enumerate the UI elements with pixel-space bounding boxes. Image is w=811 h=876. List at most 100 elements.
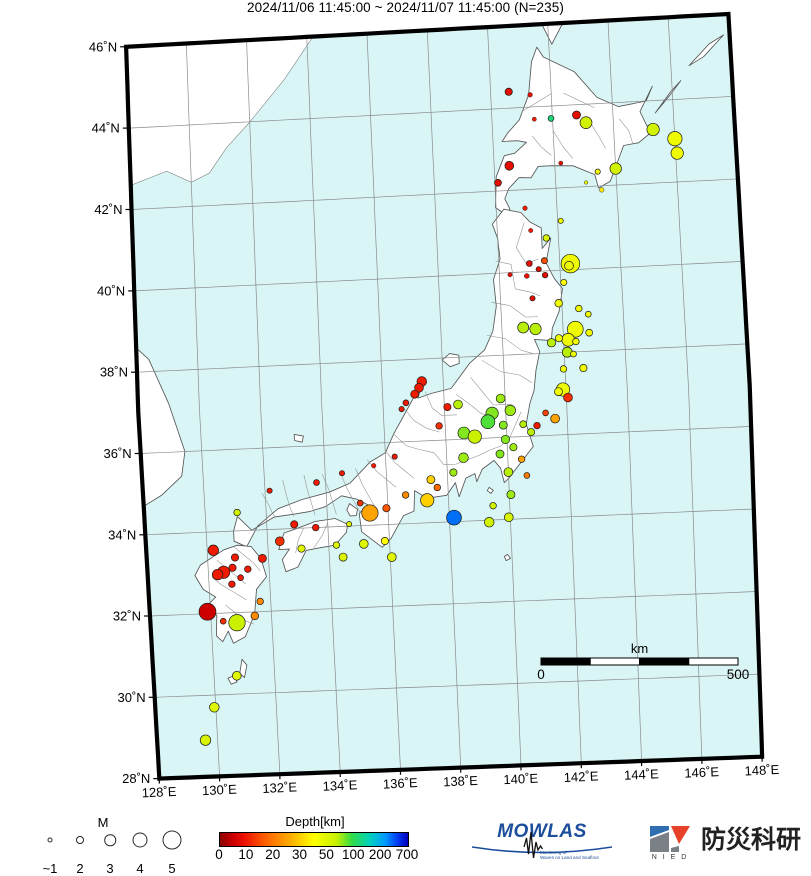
- earthquake-marker[interactable]: [522, 205, 528, 211]
- earthquake-marker[interactable]: [398, 406, 405, 413]
- earthquake-marker[interactable]: [401, 491, 410, 499]
- earthquake-marker[interactable]: [572, 337, 580, 346]
- earthquake-marker[interactable]: [579, 364, 588, 373]
- earthquake-marker[interactable]: [527, 92, 533, 98]
- earthquake-marker[interactable]: [560, 278, 568, 286]
- earthquake-marker[interactable]: [575, 304, 583, 313]
- earthquake-markers[interactable]: [198, 87, 684, 746]
- earthquake-marker[interactable]: [504, 161, 515, 171]
- earthquake-marker[interactable]: [541, 271, 549, 279]
- earthquake-marker[interactable]: [391, 453, 398, 460]
- earthquake-marker[interactable]: [504, 512, 514, 523]
- earthquake-marker[interactable]: [312, 523, 320, 532]
- earthquake-marker[interactable]: [506, 490, 516, 499]
- earthquake-marker[interactable]: [523, 472, 531, 479]
- earthquake-marker[interactable]: [572, 110, 581, 120]
- earthquake-marker[interactable]: [449, 468, 458, 477]
- earthquake-marker[interactable]: [420, 493, 435, 508]
- earthquake-marker[interactable]: [563, 392, 573, 403]
- earthquake-marker[interactable]: [453, 399, 463, 410]
- earthquake-marker[interactable]: [275, 536, 285, 547]
- earthquake-marker[interactable]: [207, 544, 219, 556]
- earthquake-marker[interactable]: [585, 328, 594, 337]
- earthquake-marker[interactable]: [380, 536, 389, 545]
- earthquake-marker[interactable]: [609, 162, 622, 175]
- earthquake-marker[interactable]: [564, 260, 574, 271]
- earthquake-marker[interactable]: [529, 322, 542, 336]
- earthquake-marker[interactable]: [570, 350, 577, 358]
- earthquake-marker[interactable]: [507, 272, 513, 278]
- earthquake-marker[interactable]: [558, 160, 564, 166]
- earthquake-marker[interactable]: [535, 266, 542, 273]
- earthquake-marker[interactable]: [410, 389, 420, 399]
- earthquake-marker[interactable]: [338, 552, 348, 562]
- earthquake-marker[interactable]: [371, 463, 377, 469]
- earthquake-marker[interactable]: [313, 479, 320, 486]
- earthquake-marker[interactable]: [495, 449, 505, 459]
- earthquake-marker[interactable]: [526, 260, 533, 267]
- earthquake-marker[interactable]: [527, 428, 536, 437]
- earthquake-marker[interactable]: [540, 257, 548, 265]
- earthquake-marker[interactable]: [467, 429, 482, 444]
- earthquake-marker[interactable]: [557, 217, 564, 224]
- earthquake-marker[interactable]: [266, 487, 273, 494]
- earthquake-marker[interactable]: [228, 580, 236, 588]
- earthquake-marker[interactable]: [209, 702, 220, 713]
- earthquake-marker[interactable]: [494, 178, 502, 187]
- earthquake-marker[interactable]: [594, 168, 601, 175]
- earthquake-marker[interactable]: [546, 338, 557, 348]
- earthquake-marker[interactable]: [332, 541, 341, 549]
- earthquake-marker[interactable]: [559, 365, 568, 373]
- earthquake-marker[interactable]: [584, 180, 589, 185]
- earthquake-marker[interactable]: [258, 554, 267, 563]
- earthquake-marker[interactable]: [382, 504, 391, 513]
- earthquake-marker[interactable]: [250, 611, 259, 621]
- earthquake-marker[interactable]: [585, 310, 592, 318]
- earthquake-marker[interactable]: [495, 393, 506, 404]
- earthquake-marker[interactable]: [498, 420, 508, 430]
- earthquake-marker[interactable]: [232, 671, 242, 681]
- earthquake-marker[interactable]: [426, 475, 436, 484]
- earthquake-marker[interactable]: [500, 434, 511, 444]
- earthquake-marker[interactable]: [290, 520, 299, 529]
- earthquake-marker[interactable]: [359, 539, 369, 549]
- earthquake-marker[interactable]: [198, 602, 217, 621]
- earthquake-marker[interactable]: [402, 399, 410, 407]
- earthquake-marker[interactable]: [231, 553, 240, 562]
- earthquake-marker[interactable]: [504, 87, 513, 96]
- earthquake-marker[interactable]: [542, 409, 549, 417]
- earthquake-marker[interactable]: [542, 234, 550, 242]
- earthquake-marker[interactable]: [566, 320, 584, 338]
- earthquake-marker[interactable]: [228, 563, 237, 572]
- earthquake-marker[interactable]: [356, 499, 364, 507]
- earthquake-marker[interactable]: [480, 414, 496, 429]
- earthquake-marker[interactable]: [550, 413, 560, 424]
- earthquake-marker[interactable]: [339, 470, 345, 477]
- earthquake-marker[interactable]: [533, 421, 541, 430]
- earthquake-marker[interactable]: [237, 574, 244, 581]
- earthquake-marker[interactable]: [503, 467, 514, 477]
- earthquake-marker[interactable]: [579, 116, 593, 130]
- earthquake-marker[interactable]: [554, 334, 563, 343]
- earthquake-marker[interactable]: [256, 597, 264, 606]
- earthquake-marker[interactable]: [489, 502, 497, 510]
- earthquake-marker[interactable]: [435, 422, 443, 430]
- earthquake-marker[interactable]: [484, 517, 495, 528]
- earthquake-marker[interactable]: [667, 131, 683, 147]
- earthquake-marker[interactable]: [599, 187, 605, 193]
- earthquake-marker[interactable]: [387, 552, 397, 562]
- earthquake-marker[interactable]: [504, 404, 516, 417]
- earthquake-marker[interactable]: [233, 508, 241, 517]
- earthquake-marker[interactable]: [219, 617, 227, 625]
- earthquake-marker[interactable]: [346, 521, 353, 528]
- earthquake-marker[interactable]: [297, 544, 306, 553]
- earthquake-marker[interactable]: [517, 455, 526, 463]
- earthquake-marker[interactable]: [646, 122, 660, 137]
- earthquake-marker[interactable]: [433, 483, 441, 492]
- earthquake-marker[interactable]: [529, 295, 536, 302]
- earthquake-marker[interactable]: [228, 614, 246, 632]
- earthquake-marker[interactable]: [458, 452, 469, 463]
- earthquake-marker[interactable]: [670, 146, 684, 160]
- earthquake-marker[interactable]: [528, 228, 534, 233]
- earthquake-marker[interactable]: [509, 443, 518, 452]
